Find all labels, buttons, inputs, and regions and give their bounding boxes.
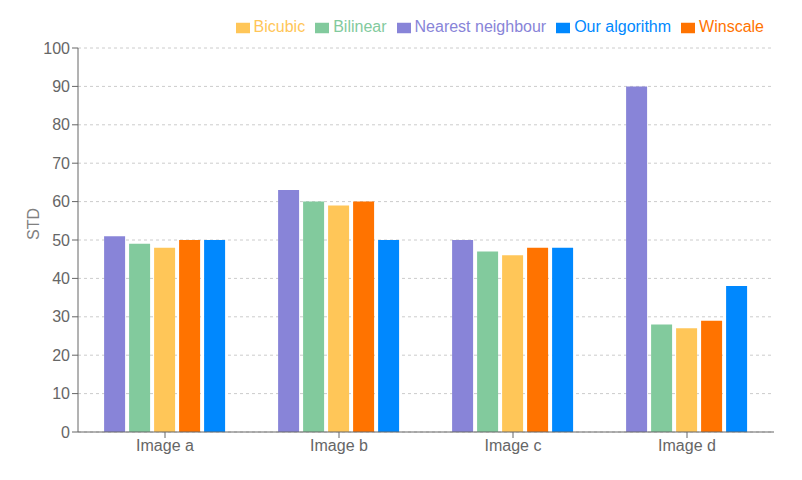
- svg-text:100: 100: [43, 40, 70, 57]
- svg-text:20: 20: [52, 347, 70, 364]
- svg-text:40: 40: [52, 270, 70, 287]
- svg-text:Image d: Image d: [658, 437, 716, 454]
- svg-text:0: 0: [61, 424, 70, 441]
- svg-text:60: 60: [52, 193, 70, 210]
- svg-text:70: 70: [52, 155, 70, 172]
- svg-text:90: 90: [52, 78, 70, 95]
- svg-text:Image a: Image a: [136, 437, 194, 454]
- svg-text:80: 80: [52, 116, 70, 133]
- html-text:Winscale: Winscale: [699, 18, 764, 35]
- html-text:Bicubic: Bicubic: [253, 18, 306, 35]
- svg-text:10: 10: [52, 385, 70, 402]
- html-text:Nearest neighbour: Nearest neighbour: [414, 18, 547, 35]
- svg-text:50: 50: [52, 232, 70, 249]
- svg-text:Image c: Image c: [485, 437, 542, 454]
- html-text:Bilinear: Bilinear: [333, 18, 387, 35]
- svg-text:STD: STD: [25, 208, 42, 240]
- svg-text:30: 30: [52, 308, 70, 325]
- svg-text:Image b: Image b: [310, 437, 368, 454]
- html-text:Our algorithm: Our algorithm: [574, 18, 672, 35]
